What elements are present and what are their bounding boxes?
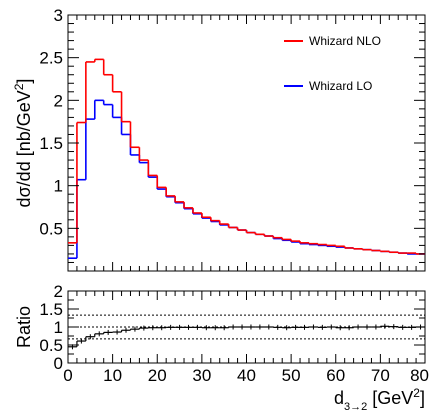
x-axis-title-main: d — [334, 388, 344, 408]
x-tick-label: 70 — [371, 366, 390, 385]
main-y-tick-label: 1 — [54, 177, 63, 196]
x-tick-labels: 0 10 20 30 40 50 60 70 80 — [63, 366, 429, 385]
ratio-panel: 00.511.52 0 10 20 30 40 50 60 70 80 Ratio d3→2 [… — [14, 282, 429, 413]
main-y-axis-title-sup: 2 — [12, 83, 26, 90]
legend-label-nlo: Whizard NLO — [309, 34, 381, 48]
x-tick-label: 20 — [148, 366, 167, 385]
main-axis-ticks — [67, 14, 426, 271]
main-y-axis-title: dσ/dd [nb/GeV2] — [12, 79, 34, 208]
x-axis-title-end: ] — [420, 388, 425, 408]
main-y-tick-labels: 0.5 1 1.5 2 2.5 3 — [39, 6, 63, 238]
ratio-y-axis-title: Ratio — [14, 306, 34, 348]
x-tick-label: 30 — [192, 366, 211, 385]
ratio-y-tick-label: 1 — [54, 318, 63, 337]
main-y-tick-label: 1.5 — [39, 134, 63, 153]
x-tick-label: 60 — [326, 366, 345, 385]
main-plot-frame — [67, 14, 426, 272]
x-tick-label: 0 — [63, 366, 72, 385]
ratio-y-tick-label: 0 — [54, 354, 63, 373]
ratio-y-tick-label: 1.5 — [39, 300, 63, 319]
x-axis-title-sup: 2 — [413, 386, 420, 400]
main-y-tick-label: 2.5 — [39, 49, 63, 68]
x-axis-title: d3→2 [GeV2] — [334, 386, 425, 413]
ratio-axis-ticks — [67, 290, 426, 363]
x-axis-title-sub: 3→2 — [344, 401, 367, 413]
x-tick-label: 10 — [103, 366, 122, 385]
x-tick-label: 40 — [237, 366, 256, 385]
main-y-tick-label: 3 — [54, 6, 63, 25]
main-panel: 0.511.522.53 dσ/dd [nb/GeV2] Whizard NLO… — [12, 6, 426, 272]
main-y-tick-label: 0.5 — [39, 219, 63, 238]
main-y-axis-title-main: dσ/dd [nb/GeV — [14, 90, 34, 207]
main-y-tick-label: 2 — [54, 91, 63, 110]
x-axis-title-unit: [GeV — [367, 388, 413, 408]
ratio-y-tick-labels: 00.511.52 — [39, 282, 63, 373]
ratio-y-tick-label: 2 — [54, 282, 63, 301]
x-tick-label: 50 — [282, 366, 301, 385]
legend: Whizard NLO Whizard LO — [284, 34, 381, 93]
main-y-axis-title-end: ] — [14, 79, 34, 84]
ratio-y-tick-label: 0.5 — [39, 336, 63, 355]
x-tick-label: 80 — [410, 366, 429, 385]
legend-label-lo: Whizard LO — [309, 79, 372, 93]
